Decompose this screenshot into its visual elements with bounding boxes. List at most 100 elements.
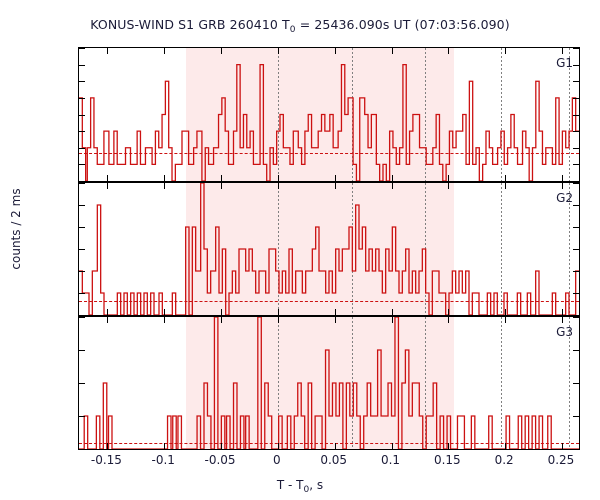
x-tick-top	[391, 317, 393, 323]
background-level-g2	[79, 301, 579, 303]
y-tick-right	[573, 317, 579, 318]
title-t0-label: T	[282, 17, 290, 32]
y-tick	[79, 227, 85, 228]
x-tick-top	[164, 48, 166, 54]
x-tick-top	[277, 317, 279, 323]
y-tick-right	[573, 147, 579, 149]
y-tick-right	[573, 350, 579, 351]
y-tick	[79, 97, 85, 99]
y-tick-right	[573, 249, 579, 250]
x-tick-label: 0	[273, 453, 281, 467]
y-tick-right	[573, 48, 579, 49]
x-tick	[221, 175, 223, 181]
x-tick-label: 0.15	[433, 453, 461, 467]
x-tick	[505, 309, 507, 315]
x-tick-top	[561, 48, 563, 54]
y-tick	[79, 147, 85, 149]
x-tick	[277, 443, 279, 449]
x-tick-top	[107, 183, 109, 189]
y-tick-right	[573, 449, 579, 450]
x-tick-top	[505, 317, 507, 323]
y-tick	[79, 293, 85, 294]
x-tick-top	[277, 48, 279, 54]
x-tick	[448, 309, 450, 315]
x-tick-label: 0.1	[380, 453, 401, 467]
x-tick	[561, 309, 563, 315]
y-tick-right	[573, 114, 579, 116]
x-tick-top	[107, 317, 109, 323]
x-tick-top	[505, 183, 507, 189]
x-tick-label: -0.15	[90, 453, 122, 467]
x-tick	[391, 175, 393, 181]
x-tick-top	[505, 48, 507, 54]
x-tick	[391, 443, 393, 449]
background-level-g1	[79, 152, 579, 154]
x-tick	[277, 175, 279, 181]
title-event: GRB 260410	[198, 17, 278, 32]
panel-g2: G2	[78, 182, 580, 316]
y-tick	[79, 131, 85, 133]
x-tick	[164, 443, 166, 449]
count-trace-g1	[79, 63, 579, 181]
x-tick	[334, 443, 336, 449]
marker-line-t-t90	[501, 48, 503, 181]
y-tick	[79, 383, 85, 384]
marker-line-t-end	[569, 48, 571, 181]
panel-label-g2: G2	[556, 191, 573, 205]
y-axis-label: counts / 2 ms	[9, 188, 23, 270]
y-tick	[79, 183, 85, 184]
x-tick	[448, 443, 450, 449]
marker-line-t-t90	[501, 183, 503, 315]
x-tick-top	[391, 48, 393, 54]
y-tick	[79, 271, 85, 272]
title-instrument: KONUS-WIND S1	[90, 17, 195, 32]
panel-label-g1: G1	[556, 56, 573, 70]
count-trace-g3	[79, 317, 579, 449]
x-tick	[505, 175, 507, 181]
y-tick-right	[573, 183, 579, 184]
y-tick-right	[573, 227, 579, 228]
x-axis-label: T - T0, s	[0, 478, 600, 495]
x-tick	[107, 175, 109, 181]
x-tick-top	[221, 48, 223, 54]
x-tick-top	[221, 317, 223, 323]
y-tick-right	[573, 293, 579, 294]
x-tick-label: 0.25	[547, 453, 575, 467]
y-tick	[79, 317, 85, 318]
y-tick-right	[573, 64, 579, 66]
x-tick-top	[334, 317, 336, 323]
x-tick	[107, 309, 109, 315]
count-trace-g2	[79, 183, 579, 315]
y-tick	[79, 48, 85, 49]
x-tick	[277, 309, 279, 315]
chart-title: KONUS-WIND S1 GRB 260410 T0 = 25436.090s…	[0, 17, 600, 35]
x-tick-top	[221, 183, 223, 189]
y-tick	[79, 249, 85, 250]
x-tick	[561, 175, 563, 181]
x-tick-label: -0.05	[204, 453, 236, 467]
background-level-g3	[79, 443, 579, 445]
x-tick-label: 0.05	[320, 453, 348, 467]
x-tick-label: 0.2	[494, 453, 514, 467]
marker-line-t-start	[277, 183, 279, 315]
x-tick-top	[334, 48, 336, 54]
marker-line-t-end	[569, 183, 571, 315]
x-tick-top	[277, 183, 279, 189]
panel-g3: G3	[78, 316, 580, 450]
x-tick	[164, 309, 166, 315]
title-t0-value: = 25436.090s UT (07:03:56.090)	[299, 17, 510, 32]
y-tick-right	[573, 97, 579, 99]
y-tick-right	[573, 131, 579, 133]
y-tick	[79, 64, 85, 66]
x-tick	[221, 443, 223, 449]
y-tick-right	[573, 81, 579, 83]
x-tick-top	[561, 183, 563, 189]
y-tick-right	[573, 416, 579, 417]
x-tick	[221, 309, 223, 315]
marker-line-t-t90	[501, 317, 503, 449]
x-tick	[391, 309, 393, 315]
marker-line-t-mid	[425, 48, 427, 181]
x-tick-top	[107, 48, 109, 54]
y-tick	[79, 205, 85, 206]
